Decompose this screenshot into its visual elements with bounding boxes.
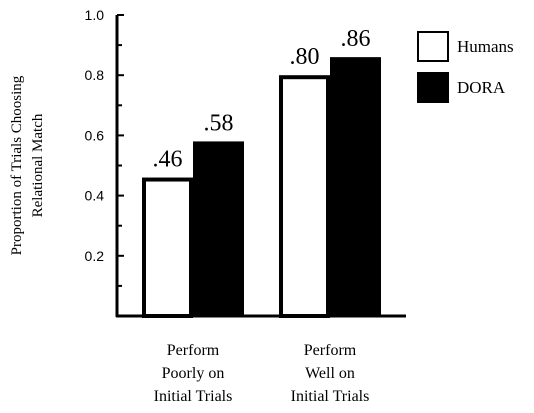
legend-swatch-humans (417, 31, 449, 62)
x-category-label: Well on (305, 365, 355, 382)
legend-label-humans: Humans (457, 37, 514, 56)
data-label: .86 (341, 26, 371, 52)
y-tick-label: 0.8 (85, 67, 105, 83)
x-category-label: Poorly on (162, 365, 225, 382)
x-category-label: Initial Trials (291, 388, 370, 405)
bar-dora (330, 57, 381, 316)
bar-humans (142, 177, 193, 318)
data-label: .80 (290, 44, 320, 70)
x-category-label: Perform (304, 342, 357, 359)
data-label: .58 (204, 110, 234, 136)
legend-label-dora: DORA (457, 78, 506, 97)
bar-humans (279, 75, 330, 318)
y-axis-title-line-2: Relational Match (30, 113, 46, 217)
legend-swatch-dora (417, 72, 449, 103)
x-category-label: Initial Trials (154, 388, 233, 405)
y-tick-label: 0.2 (85, 248, 105, 264)
y-tick-label: 0.4 (85, 188, 105, 204)
y-tick-label: 1.0 (85, 7, 105, 23)
y-axis-title-line-1: Proportion of Trials Choosing (9, 75, 25, 255)
data-label: .46 (153, 147, 183, 173)
x-category-label: Perform (167, 342, 220, 359)
y-tick-label: 0.6 (85, 127, 105, 143)
bar-dora (193, 141, 244, 316)
